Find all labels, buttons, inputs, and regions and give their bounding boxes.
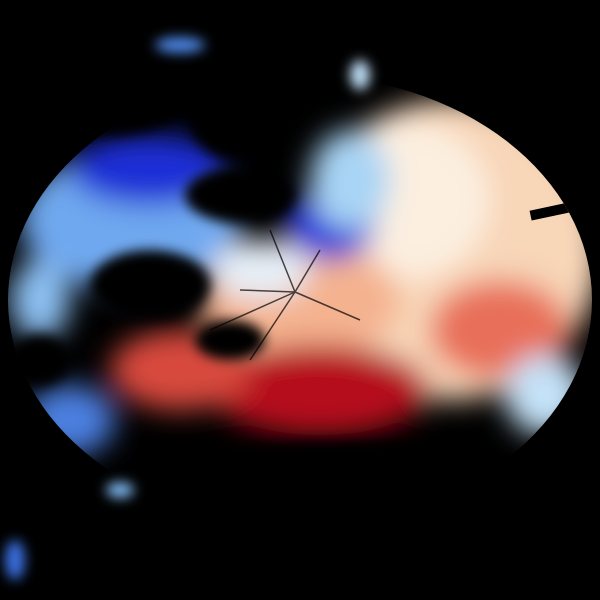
gap (185, 167, 295, 223)
outer-patches (5, 37, 370, 580)
blue-west (10, 260, 70, 340)
red-east (430, 280, 570, 380)
white-center (210, 240, 310, 300)
gap (90, 250, 210, 320)
cyan-region (310, 130, 390, 230)
gap (10, 335, 70, 385)
red-core (210, 345, 430, 435)
blue-patch (350, 60, 370, 90)
gap (195, 320, 265, 360)
center-spokes (209, 229, 361, 361)
blue-patch (5, 540, 25, 580)
gap (190, 80, 290, 160)
blue-patch (106, 482, 134, 498)
gap (190, 442, 490, 498)
blue-patch (155, 37, 205, 53)
